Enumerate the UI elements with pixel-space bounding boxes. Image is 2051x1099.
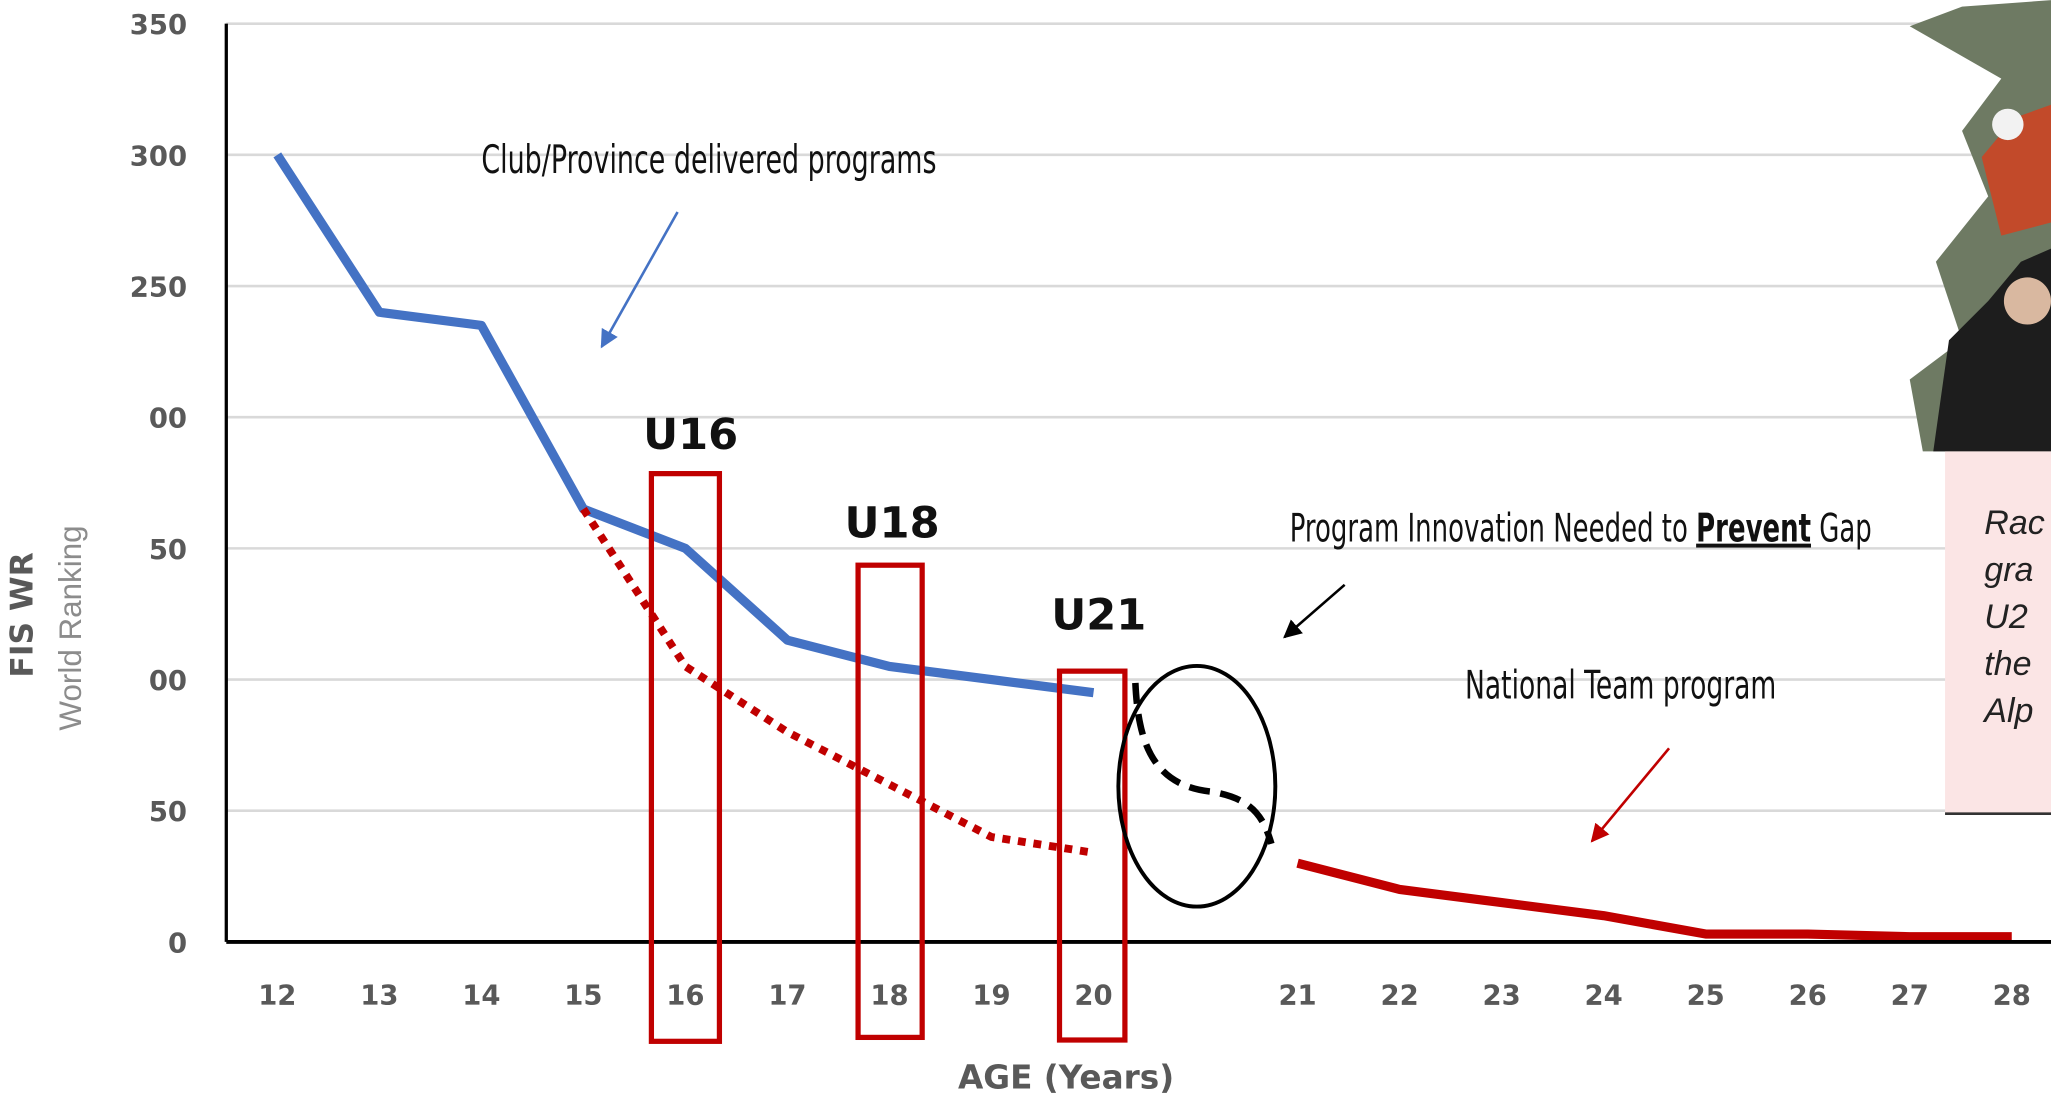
x-tick-label: 17 [768, 981, 806, 1012]
annotation: National Team program [1465, 664, 1776, 709]
y-tick-label: 0 [168, 928, 187, 959]
arrow [1284, 585, 1344, 637]
side-note-line: the [1984, 645, 2031, 683]
x-tick-label: 27 [1891, 981, 1929, 1012]
x-tick-label: 22 [1380, 981, 1418, 1012]
side-note-line: Rac [1984, 504, 2044, 542]
x-tick-label: 18 [870, 981, 908, 1012]
series-line [1298, 863, 2012, 936]
y-tick-label: 250 [130, 272, 187, 303]
annotation: Club/Province delivered programs [481, 138, 936, 183]
arrow [1592, 748, 1669, 841]
age-group-label: U16 [643, 410, 738, 460]
x-tick-label: 23 [1483, 981, 1521, 1012]
age-boxes [651, 474, 1125, 1042]
side-note-line: U2 [1984, 598, 2028, 636]
x-axis-title: AGE (Years) [958, 1058, 1174, 1096]
x-tick-label: 12 [258, 981, 296, 1012]
y-tick-label: 300 [130, 141, 187, 172]
annotation-emphasis: Prevent [1696, 507, 1811, 552]
x-tick-label: 16 [666, 981, 704, 1012]
x-tick-label: 20 [1074, 981, 1112, 1012]
y-tick-label: 00 [149, 666, 187, 697]
arrow [602, 212, 678, 347]
age-group-label: U18 [845, 499, 940, 549]
x-tick-label: 15 [564, 981, 602, 1012]
y-tick-label: 350 [130, 10, 187, 41]
x-tick-label: 25 [1687, 981, 1725, 1012]
gap-line [1135, 683, 1271, 844]
age-group-label: U21 [1051, 590, 1146, 640]
side-note-line: Alp [1982, 692, 2033, 730]
x-tick-label: 24 [1585, 981, 1623, 1012]
y-tick-label: 00 [149, 404, 187, 435]
y-axis-subtitle: World Ranking [53, 525, 88, 730]
annotation: Program Innovation Needed to Prevent Gap [1290, 507, 1872, 552]
x-tick-label: 28 [1993, 981, 2031, 1012]
x-tick-label: 14 [462, 981, 500, 1012]
y-axis-title: FIS WR [5, 552, 41, 677]
annotation-part: Gap [1819, 507, 1872, 552]
annotation-part: Program Innovation Needed to [1290, 507, 1688, 552]
chart: FIS WR World Ranking AGE (Years) U16 U18… [0, 0, 2051, 1099]
side-note-line: gra [1984, 551, 2033, 589]
y-tick-label: 50 [149, 797, 187, 828]
x-tick-label: 26 [1789, 981, 1827, 1012]
y-tick-label: 50 [149, 535, 187, 566]
x-tick-label: 13 [360, 981, 398, 1012]
x-tick-label: 19 [972, 981, 1010, 1012]
photo [1910, 0, 2051, 451]
x-tick-label: 21 [1278, 981, 1316, 1012]
